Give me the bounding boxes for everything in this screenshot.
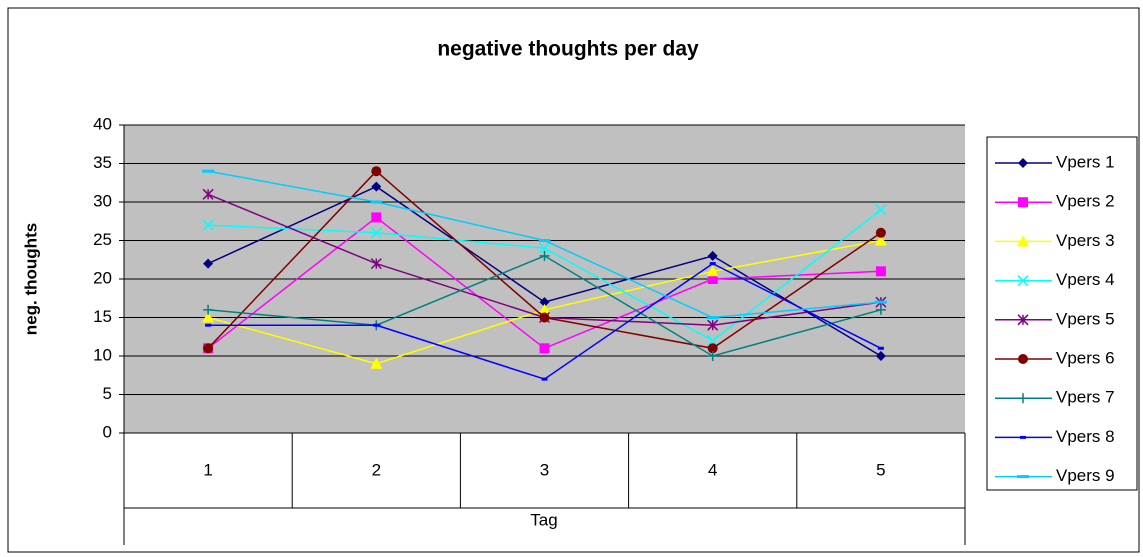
marker-shape (539, 312, 550, 323)
marker-shape (371, 212, 382, 223)
legend (986, 136, 1138, 491)
marker (539, 312, 550, 323)
marker-shape (371, 166, 382, 177)
marker (707, 351, 718, 361)
marker (539, 297, 550, 308)
marker-shape (707, 274, 718, 284)
marker (707, 335, 719, 347)
x-tick-label: 5 (876, 460, 885, 479)
marker (370, 227, 382, 239)
marker (202, 311, 215, 323)
marker-shape (539, 343, 550, 354)
marker-shape (370, 357, 383, 369)
x-tick-label: 2 (372, 460, 381, 479)
marker (707, 319, 719, 331)
legend-label: Vpers 3 (1056, 231, 1115, 250)
marker-shape (370, 227, 382, 239)
y-tick-label: 40 (93, 114, 112, 133)
y-tick-label: 15 (93, 307, 112, 326)
marker (203, 304, 214, 315)
marker-shape (202, 219, 214, 231)
marker-shape (1018, 354, 1028, 364)
marker (707, 274, 718, 284)
legend-label: Vpers 1 (1056, 152, 1115, 171)
marker (1018, 197, 1028, 208)
marker (538, 242, 551, 254)
legend-label: Vpers 6 (1056, 348, 1115, 367)
marker (203, 258, 214, 269)
marker (371, 166, 382, 177)
x-tick-label: 1 (203, 460, 212, 479)
marker (875, 204, 887, 216)
marker-shape (203, 258, 214, 269)
legend-label: Vpers 7 (1056, 388, 1115, 407)
y-tick-label: 5 (103, 384, 112, 403)
marker-shape (538, 303, 551, 315)
marker-shape (875, 204, 887, 216)
marker (370, 357, 383, 369)
marker-shape (707, 343, 718, 354)
legend-label: Vpers 9 (1056, 466, 1115, 485)
marker (707, 250, 718, 261)
marker-shape (203, 343, 214, 354)
marker (1018, 393, 1028, 404)
marker (538, 303, 551, 315)
marker (202, 188, 214, 200)
marker-shape (707, 335, 719, 347)
marker-shape (202, 311, 215, 323)
marker (370, 258, 382, 270)
marker (875, 351, 886, 361)
marker-shape (707, 250, 718, 261)
marker-shape (1017, 235, 1029, 247)
marker (875, 304, 886, 315)
y-tick-label: 35 (93, 153, 112, 172)
marker (706, 265, 719, 277)
marker (203, 343, 214, 354)
marker-shape (539, 297, 550, 308)
marker (1017, 235, 1029, 247)
x-tick-label: 4 (708, 460, 717, 479)
chart-title: negative thoughts per day (437, 38, 699, 61)
x-tick-label: 3 (540, 460, 549, 479)
marker (875, 266, 886, 277)
marker-shape (875, 266, 886, 277)
legend-label: Vpers 5 (1056, 309, 1115, 328)
y-tick-label: 30 (93, 191, 112, 210)
marker-shape (1018, 158, 1028, 168)
y-tick-label: 10 (93, 345, 112, 364)
y-tick-label: 20 (93, 268, 112, 287)
marker (707, 343, 718, 354)
y-tick-label: 0 (103, 422, 112, 441)
marker-shape (538, 242, 551, 254)
marker-shape (1018, 197, 1028, 208)
marker (875, 227, 886, 238)
legend-label: Vpers 8 (1056, 427, 1115, 446)
legend-label: Vpers 4 (1056, 270, 1115, 289)
marker-shape (371, 181, 382, 192)
marker (202, 219, 214, 231)
y-tick-label: 25 (93, 230, 112, 249)
y-axis-label: neg. thoughts (21, 223, 40, 335)
marker (1017, 314, 1029, 326)
marker-shape (875, 227, 886, 238)
marker-shape (874, 234, 887, 246)
marker-shape (1017, 275, 1029, 287)
marker (371, 181, 382, 192)
marker (874, 234, 887, 246)
x-axis-label: Tag (530, 510, 557, 529)
marker-shape (875, 351, 886, 361)
marker (371, 212, 382, 223)
marker (539, 250, 550, 261)
marker (1017, 275, 1029, 287)
marker (1018, 354, 1028, 364)
marker (1018, 158, 1028, 168)
legend-label: Vpers 2 (1056, 192, 1115, 211)
marker (539, 343, 550, 354)
marker-shape (706, 265, 719, 277)
